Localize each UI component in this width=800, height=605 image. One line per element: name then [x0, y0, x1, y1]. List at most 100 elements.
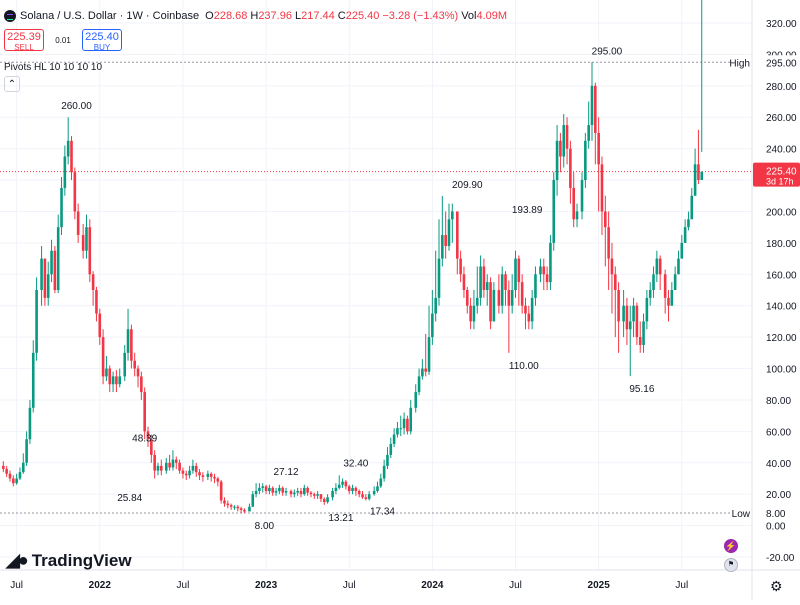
candle[interactable] [542, 258, 546, 290]
candle[interactable] [123, 344, 127, 382]
candle[interactable] [386, 447, 389, 470]
candle[interactable] [164, 458, 168, 474]
candle[interactable] [357, 489, 361, 498]
candle[interactable] [98, 308, 102, 345]
candle[interactable] [278, 484, 281, 495]
candle[interactable] [594, 82, 597, 165]
candle[interactable] [402, 412, 406, 435]
candle[interactable] [296, 487, 299, 496]
candle[interactable] [456, 211, 459, 275]
candle[interactable] [150, 434, 153, 463]
events-flash-icon[interactable]: ⚡ [724, 539, 738, 553]
candle[interactable] [489, 277, 492, 330]
candle[interactable] [219, 480, 223, 504]
candle[interactable] [95, 286, 98, 322]
candle[interactable] [399, 415, 403, 437]
candle[interactable] [40, 246, 43, 306]
candle[interactable] [500, 266, 504, 314]
candle[interactable] [642, 313, 645, 353]
candle[interactable] [223, 497, 226, 507]
candle[interactable] [590, 62, 594, 141]
candle[interactable] [587, 101, 590, 149]
candle[interactable] [168, 454, 171, 471]
candle[interactable] [206, 470, 210, 481]
candle[interactable] [341, 478, 344, 488]
buy-button[interactable]: 225.40 BUY [82, 29, 122, 52]
candle[interactable] [545, 266, 549, 290]
candle[interactable] [28, 399, 32, 444]
candle[interactable] [136, 365, 140, 388]
candle[interactable] [254, 483, 258, 498]
candles[interactable] [2, 0, 717, 514]
candle[interactable] [437, 219, 441, 306]
candle[interactable] [673, 266, 677, 290]
candle[interactable] [105, 355, 108, 382]
candle[interactable] [85, 214, 88, 259]
candle[interactable] [178, 459, 181, 474]
candle[interactable] [392, 428, 396, 448]
candle[interactable] [693, 148, 697, 196]
candle[interactable] [376, 481, 379, 493]
candle[interactable] [451, 203, 454, 243]
candle[interactable] [687, 211, 690, 231]
candle[interactable] [5, 465, 8, 477]
candle[interactable] [607, 211, 610, 290]
candle[interactable] [236, 505, 240, 512]
candle[interactable] [580, 172, 584, 220]
candle[interactable] [191, 459, 195, 474]
candle[interactable] [46, 261, 50, 306]
candle[interactable] [700, 0, 704, 181]
candle[interactable] [239, 506, 243, 514]
candle[interactable] [344, 480, 348, 490]
candle[interactable] [555, 125, 559, 196]
candle[interactable] [118, 368, 122, 388]
candle[interactable] [281, 486, 284, 496]
candle[interactable] [53, 246, 57, 294]
candle[interactable] [115, 370, 118, 393]
candle[interactable] [108, 365, 112, 393]
candle[interactable] [81, 224, 85, 259]
candle[interactable] [143, 387, 146, 440]
candle[interactable] [613, 266, 617, 338]
us-flag-icon[interactable]: ⚑ [724, 558, 738, 572]
candle[interactable] [268, 484, 271, 495]
candle[interactable] [635, 302, 639, 345]
candle[interactable] [201, 472, 205, 482]
candle[interactable] [88, 219, 92, 283]
candle[interactable] [63, 145, 67, 196]
candle[interactable] [507, 280, 511, 353]
candle[interactable] [497, 274, 501, 314]
candle[interactable] [284, 487, 288, 496]
candle[interactable] [326, 494, 329, 504]
candle[interactable] [530, 290, 534, 330]
candle[interactable] [677, 250, 680, 275]
candle[interactable] [447, 203, 451, 251]
candle[interactable] [209, 472, 213, 482]
candle[interactable] [652, 266, 655, 298]
candle[interactable] [156, 462, 160, 476]
candle[interactable] [251, 491, 255, 507]
candle[interactable] [667, 290, 670, 322]
candle[interactable] [76, 203, 80, 243]
candle[interactable] [25, 431, 28, 466]
candle[interactable] [625, 297, 629, 345]
candle[interactable] [364, 494, 368, 501]
candle[interactable] [299, 487, 303, 498]
candle[interactable] [514, 250, 517, 298]
candle[interactable] [303, 484, 306, 496]
candle[interactable] [572, 172, 576, 228]
candle[interactable] [417, 368, 421, 396]
candle[interactable] [188, 465, 191, 479]
candle[interactable] [174, 456, 178, 470]
last-price-badge[interactable] [753, 162, 800, 187]
candle[interactable] [171, 450, 175, 471]
candle[interactable] [289, 489, 293, 498]
symbol-title[interactable]: Solana / U.S. Dollar · 1W · Coinbase [20, 10, 200, 22]
candle[interactable] [389, 437, 393, 459]
candle[interactable] [73, 167, 77, 220]
candle[interactable] [130, 324, 133, 369]
candle[interactable] [194, 462, 198, 477]
candle[interactable] [261, 483, 265, 493]
